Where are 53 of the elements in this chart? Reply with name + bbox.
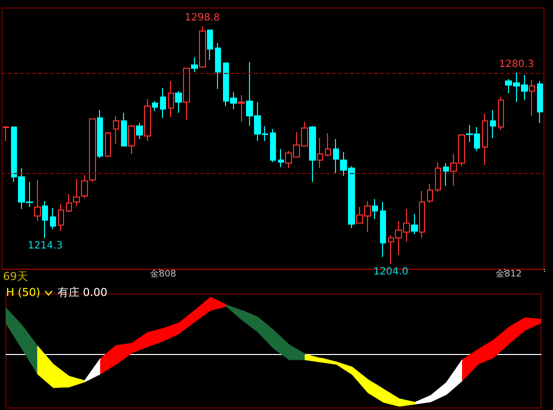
candlestick <box>380 201 386 258</box>
candlestick <box>58 204 64 232</box>
annotation: 1204.0 <box>373 266 408 278</box>
candlestick <box>89 118 96 182</box>
candlestick <box>419 190 425 238</box>
x-tick-label: 金808 <box>150 268 176 280</box>
candlestick <box>215 42 221 90</box>
candlestick <box>3 125 9 142</box>
candlestick <box>121 112 127 147</box>
candlestick <box>81 174 88 198</box>
candlestick <box>537 80 543 124</box>
candlestick <box>238 94 245 122</box>
candlestick <box>435 162 441 192</box>
candlestick <box>309 125 316 182</box>
candlestick <box>529 80 535 116</box>
chart-title: H (50) <box>6 286 40 299</box>
candlestick <box>42 200 48 239</box>
candlestick <box>427 183 433 204</box>
candlestick <box>443 162 449 186</box>
candlestick <box>333 138 339 174</box>
candlestick <box>270 128 276 163</box>
annotation: 1214.3 <box>28 240 63 252</box>
candlestick <box>199 26 206 68</box>
candlestick <box>113 115 119 145</box>
candlestick <box>278 148 284 168</box>
candlestick <box>66 193 72 213</box>
candlestick <box>136 122 143 140</box>
candlestick <box>128 124 135 155</box>
candlestick <box>34 179 41 222</box>
candlestick <box>191 56 198 72</box>
candlestick <box>183 68 190 120</box>
candlestick <box>498 96 504 130</box>
annotation: 有庄 0.00 <box>57 285 108 300</box>
candlestick <box>325 132 331 157</box>
candlestick <box>152 100 158 112</box>
annotation: 1298.8 <box>184 12 220 24</box>
candlestick <box>97 110 103 159</box>
candlestick <box>482 113 488 166</box>
candlestick <box>207 30 213 60</box>
candlestick <box>317 138 323 169</box>
candlestick <box>411 214 418 235</box>
text: 69天 <box>3 270 28 283</box>
candlestick <box>105 131 111 158</box>
candlestick <box>50 208 56 230</box>
candlestick <box>372 198 378 220</box>
annotation: 1280.3 <box>499 58 534 70</box>
candlestick <box>73 178 80 207</box>
candlestick <box>168 80 174 118</box>
candlestick <box>490 110 496 138</box>
candlestick <box>175 90 182 114</box>
candlestick <box>144 98 151 142</box>
candlestick <box>160 88 166 118</box>
x-tick-label: 金812 <box>496 268 522 280</box>
